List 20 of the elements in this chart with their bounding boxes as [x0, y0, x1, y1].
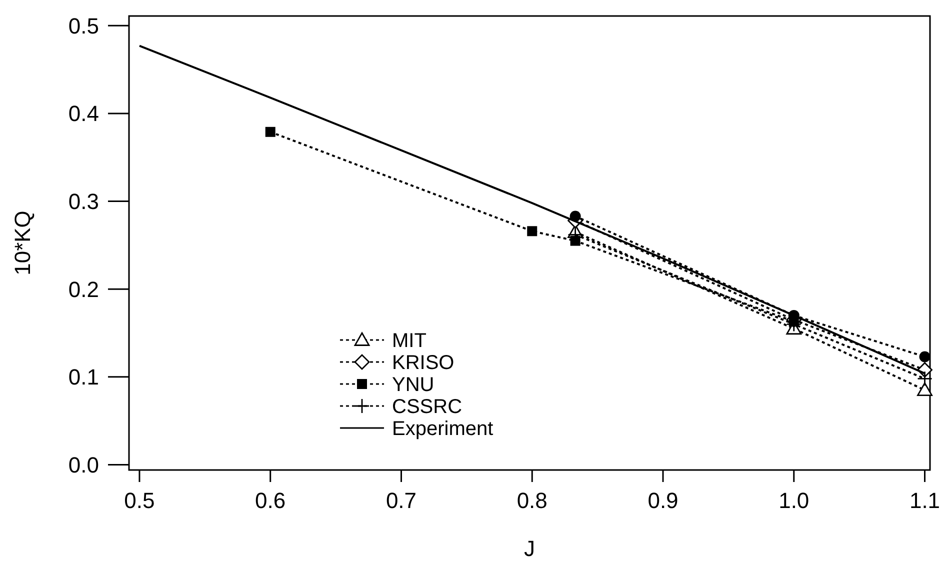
x-tick-label: 1.0 — [778, 488, 810, 513]
y-tick-label: 0.2 — [68, 276, 99, 302]
x-tick-label: 0.9 — [648, 488, 678, 513]
x-axis-title: J — [524, 536, 535, 561]
y-tick-label: 0.3 — [68, 188, 99, 214]
y-axis-title: 10*KQ — [10, 210, 35, 276]
legend-label: MIT — [392, 330, 426, 352]
legend-label: Experiment — [392, 418, 494, 440]
x-tick-label: 0.6 — [255, 488, 286, 513]
legend-label: KRISO — [392, 352, 454, 374]
x-tick-label: 0.5 — [124, 488, 155, 513]
y-tick-label: 0.0 — [68, 452, 99, 478]
x-tick-label: 1.1 — [909, 488, 940, 513]
legend-label: CSSRC — [392, 396, 462, 418]
x-tick-label: 0.8 — [516, 488, 548, 513]
x-tick-label: 0.7 — [386, 488, 417, 513]
y-tick-label: 0.1 — [68, 364, 99, 390]
y-tick-label: 0.5 — [68, 13, 99, 38]
legend-label: YNU — [392, 374, 434, 396]
y-tick-label: 0.4 — [68, 101, 99, 126]
